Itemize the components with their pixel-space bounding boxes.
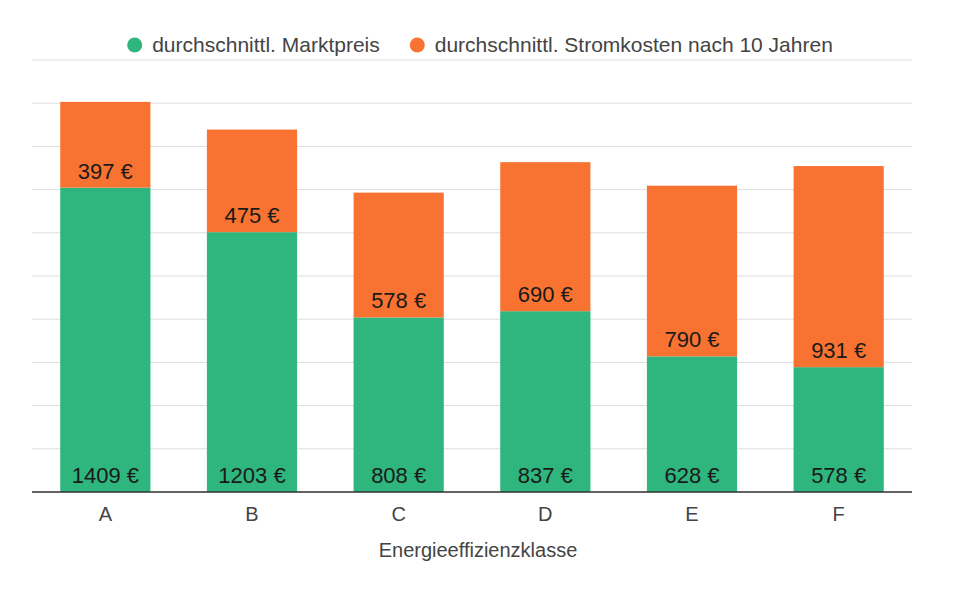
grid-line (32, 146, 912, 147)
bar-segment (354, 317, 444, 492)
bars (60, 102, 884, 492)
bar-segment (354, 193, 444, 318)
data-label: 397 € (78, 159, 133, 184)
bar-segment (794, 166, 884, 367)
grid-line (32, 60, 912, 61)
x-tick-label: D (538, 503, 552, 525)
x-tick-label: F (833, 503, 845, 525)
bar-segment (60, 102, 150, 188)
bar-segment (207, 232, 297, 492)
x-tick-label: A (99, 503, 113, 525)
legend-item: durchschnittl. Marktpreis (127, 33, 380, 56)
grid-line (32, 232, 912, 233)
legend-marker (127, 38, 142, 53)
legend-item: durchschnittl. Stromkosten nach 10 Jahre… (410, 33, 833, 56)
bar-segment (207, 130, 297, 233)
grid-line (32, 189, 912, 190)
legend: durchschnittl. Marktpreis durchschnittl. … (127, 33, 833, 56)
data-label: 1203 € (218, 463, 285, 488)
x-tick-label: C (391, 503, 405, 525)
bar-segment (500, 162, 590, 311)
chart-container: 1409 € 1203 € 808 € 837 € 628 € 578 € 397 € 475… (0, 0, 960, 600)
legend-label: durchschnittl. Marktpreis (152, 33, 380, 56)
x-axis-title: Energieeffizienzklasse (379, 539, 578, 561)
grid-line (32, 492, 912, 493)
bar-segment (647, 356, 737, 492)
chart-svg: 1409 € 1203 € 808 € 837 € 628 € 578 € 397 € 475… (0, 0, 960, 600)
data-label: 690 € (518, 282, 573, 307)
grid-line (32, 362, 912, 363)
data-label: 578 € (371, 288, 426, 313)
grid-line (32, 448, 912, 449)
bar-segment (647, 186, 737, 357)
grid-line (32, 103, 912, 104)
x-tick-label: E (685, 503, 698, 525)
data-label: 1409 € (72, 463, 139, 488)
grid-line (32, 319, 912, 320)
bar-segment (60, 188, 150, 492)
data-labels: 1409 € 1203 € 808 € 837 € 628 € 578 € 397 € 475… (72, 159, 867, 488)
data-label: 475 € (224, 203, 279, 228)
legend-marker (410, 38, 425, 53)
x-axis-line (32, 491, 912, 493)
data-label: 578 € (811, 463, 866, 488)
data-label: 931 € (811, 338, 866, 363)
data-label: 808 € (371, 463, 426, 488)
grid-line (32, 405, 912, 406)
bar-segment (794, 367, 884, 492)
data-label: 790 € (664, 327, 719, 352)
grid (32, 60, 912, 492)
x-tick-label: B (245, 503, 258, 525)
legend-label: durchschnittl. Stromkosten nach 10 Jahre… (435, 33, 833, 56)
data-label: 628 € (664, 463, 719, 488)
grid-line (32, 276, 912, 277)
data-label: 837 € (518, 463, 573, 488)
bar-segment (500, 311, 590, 492)
